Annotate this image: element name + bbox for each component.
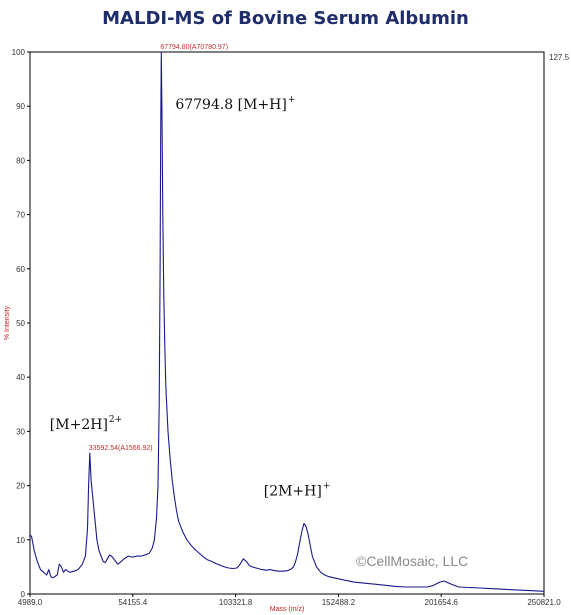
copyright-watermark: ©CellMosaic, LLC <box>356 553 468 569</box>
y-tick-label: 10 <box>16 536 25 545</box>
y-tick-label: 100 <box>12 48 26 57</box>
y-tick-label: 80 <box>16 156 25 165</box>
peak-labels: 67794.80(A70780.97) 33592.54(A1566.92) <box>89 44 228 452</box>
x-tick-label: 4989.0 <box>18 598 43 607</box>
annotations: 67794.8 [M+H] +[M+2H] 2+[2M+H] + <box>50 95 331 500</box>
peak-label: 67794.80(A70780.97) <box>160 44 228 51</box>
annotation-superscript: 2+ <box>109 415 122 425</box>
y-tick-label: 90 <box>16 102 25 111</box>
y-tick-label: 50 <box>16 319 25 328</box>
x-tick-label: 103321.8 <box>219 598 253 607</box>
y-axis-title: % Intensity <box>4 305 11 340</box>
y-tick-label: 40 <box>16 373 25 382</box>
plot-frame <box>29 51 545 595</box>
annotation-label: [M+2H] <box>50 417 108 433</box>
y-tick-label: 70 <box>16 211 25 220</box>
x-axis-title: Mass (m/z) <box>270 606 305 613</box>
x-tick-label: 201654.6 <box>425 598 459 607</box>
y-tick-label: 0 <box>21 590 26 599</box>
spectrum-line <box>29 51 545 592</box>
x-tick-label: 152488.2 <box>322 598 356 607</box>
annotation-superscript: + <box>323 482 331 492</box>
peak-label: 33592.54(A1566.92) <box>89 445 153 452</box>
annotation-label: [2M+H] <box>264 484 322 500</box>
chart-title: MALDI-MS of Bovine Serum Albumin <box>102 8 469 29</box>
x-axis: 4989.0 54155.4 103321.8 152488.2 201654.6 250… <box>18 594 561 607</box>
x-tick-label: 54155.4 <box>118 598 147 607</box>
right-axis-max-label: 127.5 <box>549 53 570 62</box>
annotation-label: 67794.8 [M+H] <box>175 97 287 113</box>
y-axis: 0 10 20 30 40 50 60 70 80 90 100 <box>12 48 30 599</box>
x-tick-label: 250821.0 <box>527 598 561 607</box>
series-layer <box>29 51 545 592</box>
y-tick-label: 60 <box>16 265 25 274</box>
y-tick-label: 20 <box>16 482 25 491</box>
y-tick-label: 30 <box>16 427 25 436</box>
annotation-superscript: + <box>288 95 296 105</box>
